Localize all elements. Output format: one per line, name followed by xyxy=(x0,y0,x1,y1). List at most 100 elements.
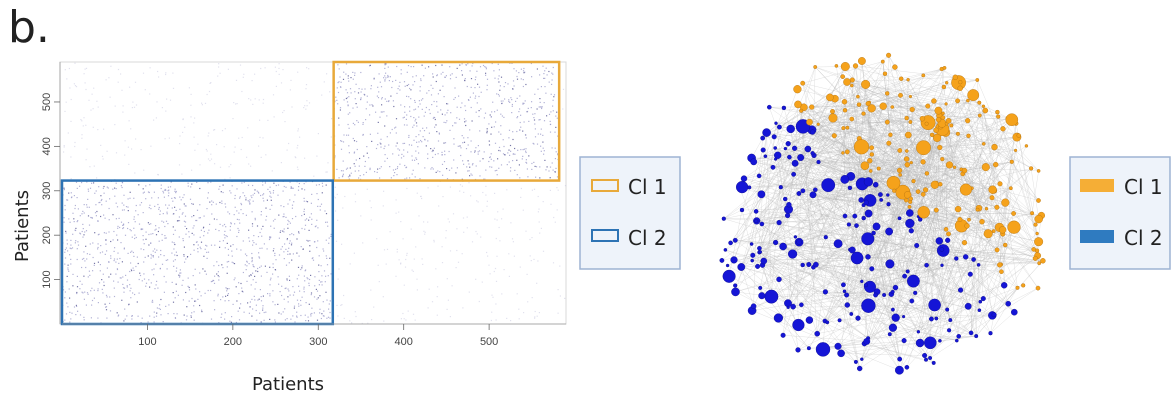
heatmap-cell xyxy=(70,192,72,194)
heatmap-cell xyxy=(259,312,261,314)
heatmap-cell xyxy=(206,93,208,96)
heatmap-cell xyxy=(90,109,92,111)
heatmap-cell xyxy=(163,291,165,293)
network-edge xyxy=(870,170,893,292)
heatmap-cell xyxy=(120,73,122,75)
heatmap-cell xyxy=(193,234,195,236)
heatmap-cell xyxy=(490,153,492,155)
heatmap-cell xyxy=(124,308,126,310)
heatmap-cell xyxy=(345,73,347,75)
network-node-cl2 xyxy=(863,199,869,206)
heatmap-cell xyxy=(461,74,463,76)
heatmap-cell xyxy=(491,62,493,65)
network-node-cl2 xyxy=(872,222,881,231)
heatmap-cell xyxy=(261,247,263,249)
heatmap-cell xyxy=(557,154,559,156)
network-node-cl2 xyxy=(814,330,821,337)
heatmap-cell xyxy=(77,208,79,210)
heatmap-cell xyxy=(411,155,413,157)
heatmap-cell xyxy=(265,207,267,209)
heatmap-cell xyxy=(129,191,131,193)
heatmap-cell xyxy=(80,119,82,121)
network-edge xyxy=(890,134,983,222)
heatmap-cell xyxy=(421,141,423,143)
network-edge xyxy=(910,201,950,331)
heatmap-cell xyxy=(557,289,559,291)
heatmap-cell xyxy=(492,101,494,103)
heatmap-cell xyxy=(86,258,88,260)
heatmap-cell xyxy=(330,136,332,138)
heatmap-cell xyxy=(207,182,209,184)
heatmap-cell xyxy=(541,107,543,110)
heatmap-cell xyxy=(284,243,286,245)
heatmap-cell xyxy=(470,86,472,88)
network-edge xyxy=(941,68,959,209)
heatmap-cell xyxy=(66,243,68,245)
heatmap-cell xyxy=(408,144,410,146)
heatmap-cell xyxy=(417,146,419,148)
network-edge xyxy=(759,175,874,234)
heatmap-cell xyxy=(485,68,487,70)
heatmap-cell xyxy=(402,238,404,240)
heatmap-cell xyxy=(369,133,371,135)
heatmap-cell xyxy=(115,218,117,220)
heatmap-cell xyxy=(263,193,265,195)
heatmap-cell xyxy=(283,298,285,300)
heatmap-cell xyxy=(289,240,291,242)
y-axis-label: Patients xyxy=(12,190,33,262)
heatmap-cell xyxy=(143,169,145,171)
heatmap-cell xyxy=(245,199,247,201)
network-node-cl2 xyxy=(763,154,768,158)
heatmap-cell xyxy=(423,221,425,223)
heatmap-cell xyxy=(484,112,487,114)
heatmap-cell xyxy=(104,303,106,305)
heatmap-cell xyxy=(289,181,291,183)
network-edge xyxy=(871,147,916,293)
heatmap-cell xyxy=(432,117,434,119)
heatmap-cell xyxy=(181,173,183,175)
network-node-cl2 xyxy=(904,364,910,370)
network-node-cl1 xyxy=(997,181,1003,187)
heatmap-cell xyxy=(414,176,416,178)
network-edge xyxy=(847,304,893,328)
heatmap-cell xyxy=(376,238,378,240)
heatmap-cell xyxy=(251,259,253,261)
heatmap-cell xyxy=(70,318,72,320)
network-node-cl2 xyxy=(850,251,864,265)
network-node-cl1 xyxy=(852,63,859,69)
y-tick-label: 500 xyxy=(41,93,53,111)
heatmap-cell xyxy=(467,144,469,146)
heatmap-cell xyxy=(525,150,527,152)
network-node-cl1 xyxy=(934,106,943,115)
heatmap-cell xyxy=(495,303,497,305)
heatmap-cell xyxy=(294,321,296,323)
heatmap-cell xyxy=(183,194,185,196)
network-node-cl2 xyxy=(847,185,853,191)
heatmap-cell xyxy=(141,317,143,319)
heatmap-cell xyxy=(281,285,283,287)
heatmap-cell xyxy=(135,236,137,239)
heatmap-cell xyxy=(260,211,262,213)
heatmap-cell xyxy=(445,237,447,239)
heatmap-cell xyxy=(305,269,307,271)
network-edge xyxy=(851,85,860,139)
heatmap-cell xyxy=(81,137,83,139)
heatmap-cell xyxy=(423,115,425,117)
heatmap-cell xyxy=(253,266,255,268)
heatmap-cell xyxy=(423,130,426,132)
heatmap-cell xyxy=(229,320,231,322)
heatmap-cell xyxy=(192,227,194,229)
network-node-cl1 xyxy=(920,159,926,165)
heatmap-cell xyxy=(281,246,283,248)
heatmap-cell xyxy=(164,237,166,239)
heatmap-cell xyxy=(461,63,463,65)
heatmap-cell xyxy=(349,320,351,322)
network-node-cl2 xyxy=(873,292,878,298)
heatmap-cell xyxy=(508,253,510,255)
heatmap-cell xyxy=(388,144,390,146)
heatmap-cell xyxy=(239,197,241,199)
heatmap-cell xyxy=(134,237,136,240)
heatmap-cell xyxy=(326,317,328,319)
heatmap-cell xyxy=(437,185,439,187)
heatmap-cell xyxy=(334,186,336,188)
